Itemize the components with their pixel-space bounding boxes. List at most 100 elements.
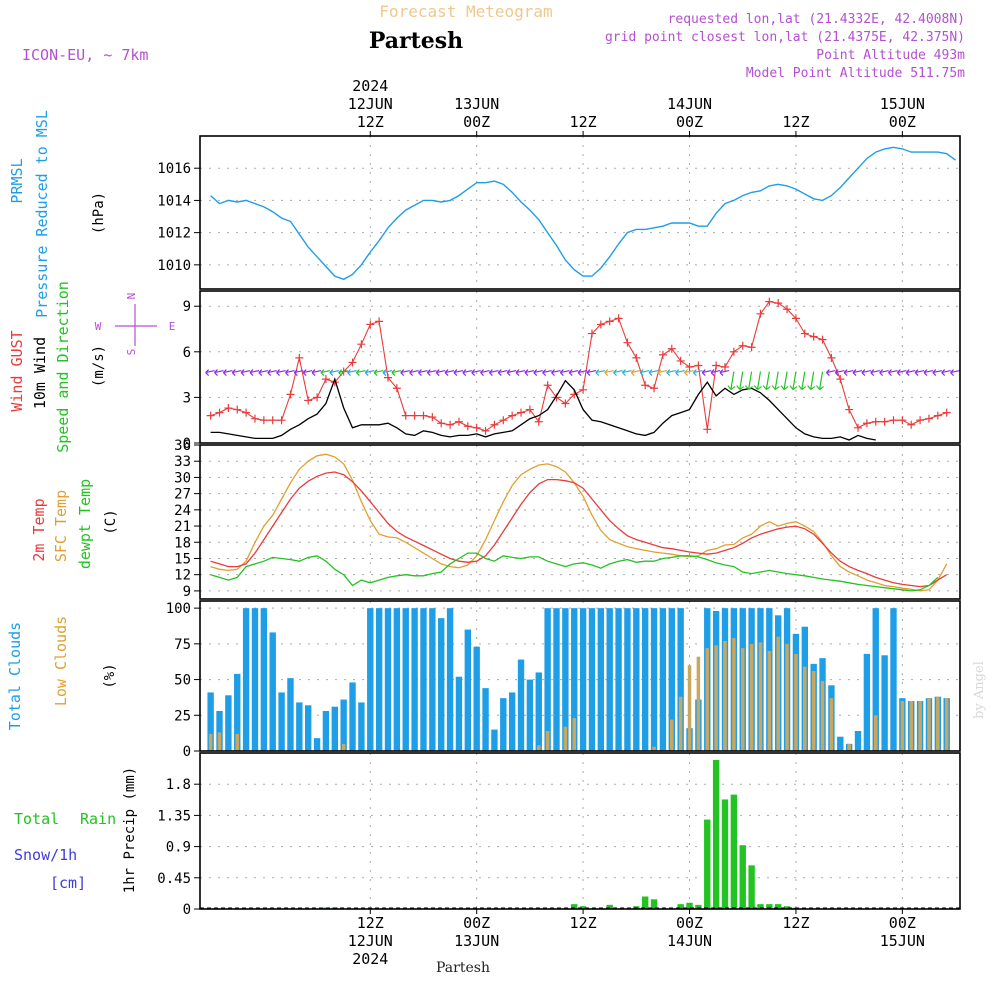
dewpt-line xyxy=(210,552,939,592)
wind-arrow xyxy=(258,369,268,376)
clouds-unit: (%) xyxy=(102,663,118,688)
total-cloud-bar xyxy=(207,692,214,751)
gust-marker xyxy=(916,416,925,425)
gust-marker xyxy=(854,423,863,432)
wind-arrow xyxy=(214,369,224,376)
time-label-bottom: 15JUN xyxy=(880,932,925,950)
total-cloud-bar xyxy=(269,632,276,751)
rain-bar xyxy=(757,904,764,909)
low-cloud-bar xyxy=(909,701,913,751)
gust-marker xyxy=(233,405,242,414)
low-cloud-bar xyxy=(927,698,931,751)
time-label-bottom: 2024 xyxy=(352,950,388,968)
wind-arrow xyxy=(320,369,331,376)
gust-marker xyxy=(836,375,845,384)
total-clouds-label: Total Clouds xyxy=(6,622,24,730)
total-cloud-bar xyxy=(251,608,259,751)
wind-arrow xyxy=(923,369,934,376)
wind-arrow xyxy=(285,369,295,376)
wind-arrow xyxy=(497,369,508,376)
wind-arrow xyxy=(613,369,623,376)
pressure-label: Pressure Reduced to MSL xyxy=(33,110,51,318)
total-cloud-bar xyxy=(420,608,427,751)
total-cloud-bar xyxy=(411,608,418,751)
time-label-bottom: 00Z xyxy=(676,914,703,932)
low-cloud-bar xyxy=(723,641,727,751)
low-cloud-bar xyxy=(652,746,656,751)
gust-marker xyxy=(720,363,729,371)
gust-marker xyxy=(561,399,570,408)
gust-marker xyxy=(712,361,721,370)
wind-arrow xyxy=(355,369,366,376)
gust-marker xyxy=(286,390,295,399)
gust-marker xyxy=(242,408,251,417)
wind-arrow xyxy=(657,369,668,376)
time-label-top: 00Z xyxy=(676,113,703,131)
wind-arrow xyxy=(852,369,863,376)
gust-marker xyxy=(268,416,277,425)
y-tick-label: 1014 xyxy=(157,193,191,209)
total-cloud-bar xyxy=(597,608,605,751)
wind-arrow xyxy=(409,369,419,376)
y-tick-label: 30 xyxy=(174,470,191,486)
wind-arrow xyxy=(789,371,798,391)
gust-marker xyxy=(348,358,357,367)
wind-arrow xyxy=(577,369,588,376)
gust-marker xyxy=(614,314,623,323)
wind-arrow xyxy=(435,369,446,376)
wind-arrow xyxy=(639,369,650,376)
wind-arrow xyxy=(568,369,579,376)
total-cloud-bar xyxy=(517,659,525,751)
time-label-bottom: 14JUN xyxy=(667,932,712,950)
wind-arrow xyxy=(453,369,464,376)
total-cloud-bar xyxy=(571,608,578,751)
compass-rose: N S W E xyxy=(95,293,176,356)
wind-arrow xyxy=(231,369,242,376)
time-label-top: 14JUN xyxy=(667,95,712,113)
total-cloud-bar xyxy=(837,736,844,751)
gust-marker xyxy=(783,305,792,314)
gust-marker xyxy=(907,420,916,429)
gust-marker xyxy=(632,353,641,362)
total-cloud-bar xyxy=(464,629,472,751)
total-cloud-bar xyxy=(872,608,879,751)
total-cloud-bar xyxy=(260,608,268,751)
total-cloud-bar xyxy=(633,608,640,751)
wind-arrow xyxy=(816,371,824,391)
gust-marker xyxy=(845,405,854,414)
y-tick-label: 3 xyxy=(183,390,191,406)
panel-3: 0 25 50 75 100 xyxy=(166,600,961,760)
rain-bar xyxy=(677,904,684,909)
rain-label: Rain xyxy=(80,810,116,828)
low-cloud-bar xyxy=(537,745,541,751)
low-cloud-bar xyxy=(803,666,807,751)
gust-marker xyxy=(357,340,366,349)
y-tick-label: 9 xyxy=(183,584,191,600)
gust-marker xyxy=(375,317,384,326)
wind-arrow xyxy=(480,369,490,376)
low-cloud-bar xyxy=(563,726,568,751)
rain-bar xyxy=(739,845,746,909)
wind-arrow xyxy=(329,369,339,376)
wind-arrow xyxy=(762,371,771,391)
panel-frame xyxy=(199,135,961,290)
panel-frame xyxy=(199,444,961,600)
gust-marker xyxy=(933,411,942,420)
y-tick-label: 75 xyxy=(174,637,191,653)
compass-e: E xyxy=(169,320,176,333)
gust-label: Wind GUST xyxy=(8,330,26,411)
t2m-line xyxy=(210,471,948,588)
low-cloud-bar xyxy=(820,681,825,751)
wind-arrow xyxy=(267,369,277,376)
wind-arrow xyxy=(771,371,780,391)
rain-bar xyxy=(730,794,738,909)
wind-arrow xyxy=(843,369,854,376)
low-cloud-bar xyxy=(900,701,905,751)
y-tick-label: 1016 xyxy=(157,161,191,177)
gust-marker xyxy=(428,413,437,422)
total-cloud-bar xyxy=(544,608,551,751)
gust-marker xyxy=(277,416,286,425)
dewpt-label: dewpt Temp xyxy=(76,479,94,569)
rain-bar xyxy=(783,906,791,909)
